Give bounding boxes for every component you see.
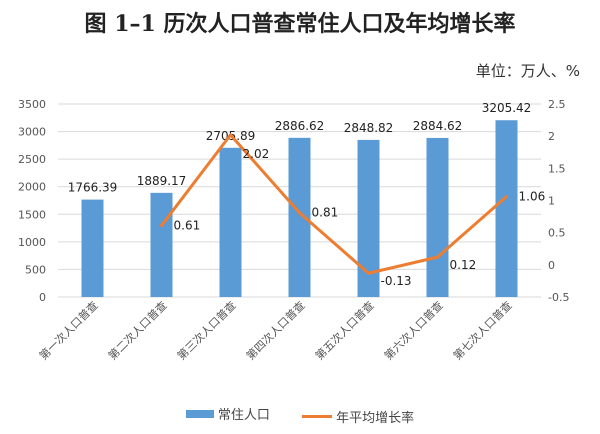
line-series bbox=[160, 133, 508, 275]
right-tick-label: 0 bbox=[548, 259, 555, 272]
bar-data-label: 1889.17 bbox=[137, 174, 187, 188]
right-tick-label: 1 bbox=[548, 195, 555, 208]
line-point bbox=[436, 255, 439, 259]
legend-swatch-bar bbox=[185, 409, 214, 418]
bar-data-label: 1766.39 bbox=[68, 181, 118, 195]
bar bbox=[288, 137, 311, 297]
legend: 常住人口 年平均增长率 bbox=[0, 404, 600, 426]
legend-swatch-line bbox=[302, 414, 333, 418]
line-data-label: -0.13 bbox=[381, 274, 412, 288]
category-label: 第二次人口普查 bbox=[105, 298, 169, 362]
line-data-label: 0.81 bbox=[312, 206, 339, 220]
bar-data-label: 2848.82 bbox=[344, 121, 394, 135]
category-label: 第四次人口普查 bbox=[243, 298, 307, 362]
bar bbox=[495, 120, 518, 297]
bar bbox=[426, 137, 449, 297]
right-tick-label: 2 bbox=[548, 130, 555, 143]
left-tick-label: 2000 bbox=[18, 181, 46, 194]
line-point bbox=[298, 211, 301, 215]
line-data-label: 1.06 bbox=[519, 190, 546, 204]
right-tick-label: 0.5 bbox=[548, 227, 566, 240]
line-point bbox=[505, 195, 508, 199]
bar bbox=[219, 147, 242, 297]
line-point bbox=[229, 133, 232, 137]
right-tick-label: 2.5 bbox=[548, 98, 566, 111]
category-label: 第三次人口普查 bbox=[174, 298, 238, 362]
bar bbox=[81, 199, 104, 297]
line-data-label: 2.02 bbox=[243, 147, 270, 161]
right-tick-label: -0.5 bbox=[548, 291, 569, 304]
line-point bbox=[160, 224, 163, 228]
legend-label-bar: 常住人口 bbox=[217, 408, 270, 423]
left-tick-label: 0 bbox=[39, 291, 46, 304]
category-label: 第七次人口普查 bbox=[450, 298, 514, 362]
category-label: 第六次人口普查 bbox=[381, 298, 445, 362]
legend-item-line: 年平均增长率 bbox=[302, 407, 414, 426]
line-point bbox=[367, 271, 370, 275]
bar-data-label: 2886.62 bbox=[275, 119, 325, 133]
left-tick-label: 2500 bbox=[18, 153, 46, 166]
bar-data-label: 2884.62 bbox=[413, 119, 463, 133]
left-tick-label: 500 bbox=[25, 263, 46, 276]
category-label: 第一次人口普查 bbox=[36, 298, 100, 362]
line-data-label: 0.61 bbox=[174, 219, 201, 233]
line-data-label: 0.12 bbox=[450, 258, 477, 272]
legend-label-line: 年平均增长率 bbox=[336, 410, 415, 426]
bar bbox=[357, 139, 380, 297]
right-tick-label: 1.5 bbox=[548, 162, 566, 175]
unit-label: 单位：万人、% bbox=[475, 62, 580, 80]
bar-data-label: 3205.42 bbox=[482, 101, 532, 115]
bar bbox=[150, 192, 173, 297]
left-tick-label: 1500 bbox=[18, 208, 46, 221]
left-tick-label: 1000 bbox=[18, 236, 46, 249]
legend-item-bar: 常住人口 bbox=[185, 404, 270, 423]
left-tick-label: 3000 bbox=[18, 126, 46, 139]
left-tick-label: 3500 bbox=[18, 98, 46, 111]
category-label: 第五次人口普查 bbox=[312, 298, 376, 362]
chart-title: 图 1–1 历次人口普查常住人口及年均增长率 bbox=[84, 11, 516, 37]
